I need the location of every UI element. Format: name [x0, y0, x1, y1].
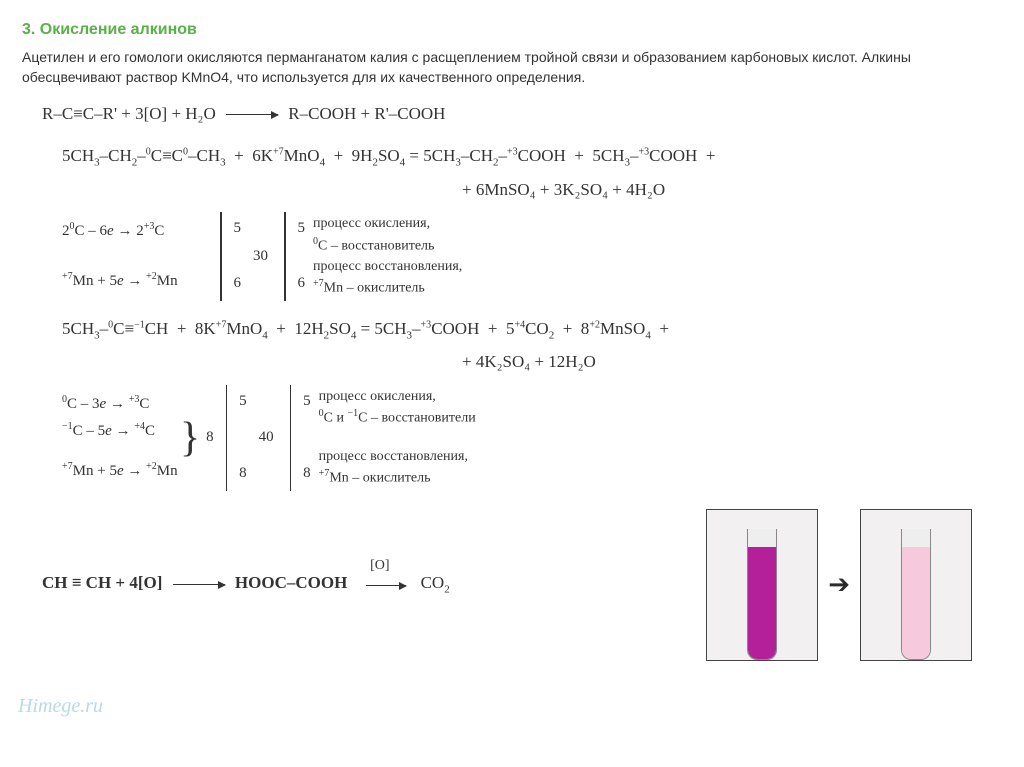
- lcm: 30: [245, 212, 276, 301]
- over-arrow-label: [O]: [370, 556, 389, 576]
- divider: [220, 212, 222, 301]
- desc-ox-agent: 0C и −1C – восстановители: [319, 407, 476, 429]
- desc-red-agent: +7Mn – окислитель: [319, 467, 476, 489]
- desc-ox-agent: 0C – восстановитель: [313, 235, 462, 257]
- coef-top2: 5: [303, 391, 311, 413]
- coef-top: 5: [234, 218, 242, 240]
- divider: [284, 212, 286, 301]
- section-title: 3. Окисление алкинов: [22, 18, 1002, 41]
- coef-top2: 5: [298, 218, 306, 240]
- brace-icon: }: [180, 417, 200, 459]
- coef-bot2: 6: [298, 273, 306, 295]
- reaction-arrow-icon: [226, 114, 278, 115]
- desc-red-process: процесс восстановления,: [313, 257, 462, 277]
- divider: [290, 385, 292, 491]
- reaction-1-eq-line1: 5CH3–CH2–0C≡C0–CH3 + 6K+7MnO4 + 9H2SO4 =…: [62, 144, 1002, 171]
- coef-bot: 8: [239, 463, 247, 485]
- coef-bot: 6: [234, 273, 242, 295]
- coef-top: 5: [239, 391, 247, 413]
- half-rx-mn: +7Mn + 5e → +2Mn: [62, 460, 182, 483]
- reaction-arrow-icon: [366, 585, 406, 586]
- half-rx-top: 20C – 6e → 2+3C: [62, 220, 212, 243]
- lcm: 40: [251, 385, 282, 491]
- desc-red-agent: +7Mn – окислитель: [313, 277, 462, 299]
- reaction-1-half-reactions: 20C – 6e → 2+3C +7Mn + 5e → +2Mn 5 6 30 …: [62, 212, 1002, 301]
- reaction-1: 5CH3–CH2–0C≡C0–CH3 + 6K+7MnO4 + 9H2SO4 =…: [42, 144, 1002, 300]
- final-row: CH ≡ CH + 4[O] HOOC–COOH [O] CO2 ➔: [42, 509, 1002, 661]
- reaction-2: 5CH3–0C≡−1CH + 8K+7MnO4 + 12H2SO4 = 5CH3…: [42, 317, 1002, 491]
- tube-after: [860, 509, 972, 661]
- reaction-2-eq-line1: 5CH3–0C≡−1CH + 8K+7MnO4 + 12H2SO4 = 5CH3…: [62, 317, 1002, 344]
- reaction-1-eq-line2: + 6MnSO₄ + 3K₂SO₄ + 4H₂O: [462, 178, 1002, 203]
- general-right: R–COOH + R'–COOH: [288, 104, 445, 123]
- final-equation: CH ≡ CH + 4[O] HOOC–COOH [O] CO2: [42, 571, 450, 598]
- half-rx-c2: −1C – 5e → +4C: [62, 420, 182, 443]
- group-8: 8: [206, 427, 214, 449]
- coef-bot2: 8: [303, 463, 311, 485]
- reaction-arrow-icon: [173, 584, 225, 585]
- divider: [226, 385, 228, 491]
- reaction-2-eq-line2: + 4K₂SO₄ + 12H₂O: [462, 350, 1002, 375]
- reaction-2-half-reactions: 0C – 3e → +3C −1C – 5e → +4C +7Mn + 5e →…: [62, 385, 1002, 491]
- desc-ox-process: процесс окисления,: [313, 214, 462, 234]
- section-intro: Ацетилен и его гомологи окисляются перма…: [22, 47, 1002, 88]
- test-tubes-figure: ➔: [706, 509, 972, 661]
- watermark: Himege.ru: [18, 692, 103, 721]
- half-rx-bot: +7Mn + 5e → +2Mn: [62, 270, 212, 293]
- general-equation: R–C≡C–R' + 3[O] + H₂O R–COOH + R'–COOH: [42, 102, 1002, 127]
- desc-red-process: процесс восстановления,: [319, 447, 476, 467]
- half-rx-c1: 0C – 3e → +3C: [62, 393, 182, 416]
- tube-before: [706, 509, 818, 661]
- desc-ox-process: процесс окисления,: [319, 387, 476, 407]
- arrow-right-icon: ➔: [828, 566, 850, 604]
- general-left: R–C≡C–R' + 3[O] + H₂O: [42, 104, 216, 123]
